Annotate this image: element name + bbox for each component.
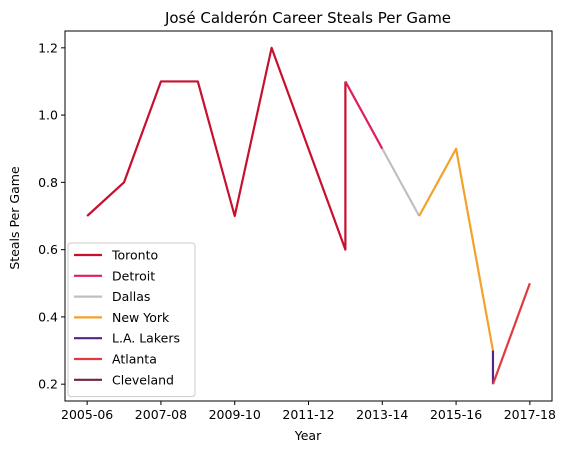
legend-label: Dallas: [112, 289, 150, 304]
y-tick-label: 1.0: [38, 108, 58, 123]
legend-label: L.A. Lakers: [112, 331, 180, 346]
chart-title: José Calderón Career Steals Per Game: [164, 9, 451, 27]
x-axis-title: Year: [294, 428, 322, 443]
x-tick-label: 2013-14: [356, 407, 408, 422]
x-tick-label: 2017-18: [504, 407, 556, 422]
y-tick-label: 1.2: [38, 40, 58, 55]
y-tick-label: 0.4: [38, 309, 58, 324]
y-tick-label: 0.6: [38, 242, 58, 257]
legend: Toronto Detroit Dallas New York L.A. Lakers A…: [67, 242, 196, 398]
x-tick-label: 2015-16: [430, 407, 482, 422]
legend-label: New York: [112, 310, 170, 325]
x-tick-label: 2009-10: [209, 407, 261, 422]
axes: 2005-06 2007-08 2009-10 2011-12 2013-14 2015-…: [38, 30, 556, 422]
y-axis-title: Steals Per Game: [7, 166, 22, 270]
series-line-detroit: [344, 80, 384, 150]
x-tick-label: 2007-08: [135, 407, 187, 422]
y-tick-label: 0.8: [38, 175, 58, 190]
legend-label: Detroit: [112, 268, 155, 283]
legend-label: Toronto: [111, 248, 158, 263]
x-tick-label: 2005-06: [61, 407, 113, 422]
series-line-new-york: [418, 147, 495, 351]
y-tick-label: 0.2: [38, 377, 58, 392]
series-line-atlanta: [491, 282, 531, 385]
plot-area: [86, 46, 531, 385]
series-line-toronto: [86, 46, 347, 251]
legend-label: Atlanta: [112, 352, 157, 367]
series-line-dallas: [381, 148, 421, 217]
x-tick-label: 2011-12: [282, 407, 334, 422]
legend-label: Cleveland: [112, 372, 174, 387]
